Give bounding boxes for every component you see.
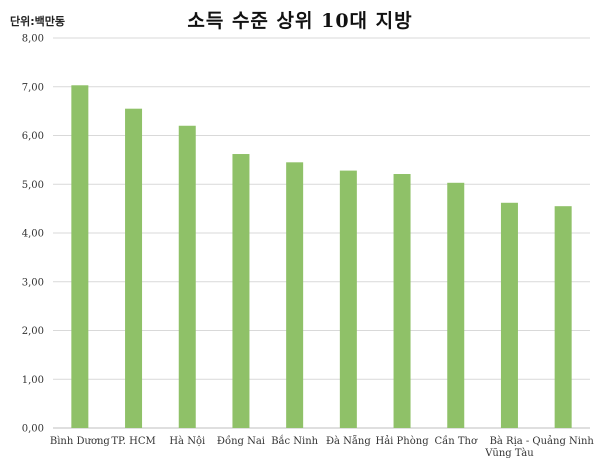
x-tick-label: TP. HCM	[111, 436, 155, 447]
bar	[447, 182, 465, 428]
bar	[339, 170, 357, 428]
x-tick-label: Hải Phòng	[376, 436, 430, 447]
x-tick-label: Hà Nội	[169, 436, 205, 447]
bar	[232, 154, 250, 428]
bar	[393, 174, 411, 428]
x-tick-label: Đồng Nai	[217, 436, 265, 447]
y-tick-label: 7,00	[22, 82, 44, 93]
y-tick-label: 8,00	[22, 34, 44, 45]
y-axis-ticks: 0,00 1,00 2,00 3,00 4,00 5,00 6,00 7,00 8,00	[22, 34, 44, 435]
chart-title: 소득 수준 상위 10대 지방	[187, 10, 413, 32]
gridlines	[53, 37, 590, 429]
bars	[71, 85, 572, 428]
bar	[286, 162, 304, 428]
y-tick-label: 4,00	[22, 229, 44, 240]
y-tick-label: 1,00	[22, 375, 44, 386]
y-tick-label: 0,00	[22, 424, 44, 435]
y-tick-label: 3,00	[22, 277, 44, 288]
y-tick-label: 6,00	[22, 131, 44, 142]
bar	[125, 108, 143, 428]
x-tick-label: Bình Dương	[50, 436, 111, 447]
x-tick-label: Quảng Ninh	[532, 436, 594, 447]
x-tick-label: Đà Nẵng	[326, 435, 371, 447]
bar	[554, 206, 572, 428]
x-tick-label: Cần Thơ	[434, 435, 478, 447]
y-tick-label: 2,00	[22, 326, 44, 337]
bar	[178, 125, 196, 428]
y-tick-label: 5,00	[22, 180, 44, 191]
bar	[71, 85, 89, 428]
unit-label: 단위:백만동	[10, 15, 65, 28]
bar	[500, 202, 518, 428]
x-tick-label: Bắc Ninh	[271, 435, 318, 447]
x-tick-label: Bà Rịa -Vũng Tàu	[484, 436, 534, 459]
x-axis-labels: Bình Dương TP. HCM Hà Nội Đồng Nai Bắc Ninh Đ…	[50, 435, 595, 459]
